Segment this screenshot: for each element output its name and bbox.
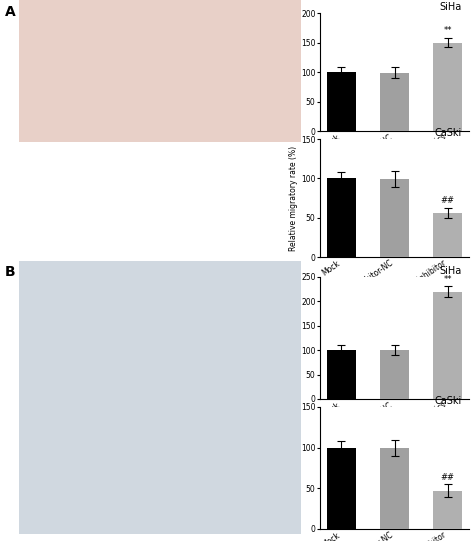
Bar (327, 179, 356, 257)
Bar (327, 447, 356, 529)
Text: ##: ## (441, 473, 455, 482)
Text: SiHa: SiHa (439, 2, 462, 12)
Bar (380, 72, 409, 131)
Text: SiHa: SiHa (439, 266, 462, 276)
Text: **: ** (444, 27, 452, 35)
Bar (433, 43, 463, 131)
Bar (380, 350, 409, 399)
Text: CaSki: CaSki (435, 128, 462, 138)
Text: A: A (5, 5, 16, 19)
Y-axis label: Relative migratory rate (%): Relative migratory rate (%) (289, 146, 298, 250)
Y-axis label: Relative number of invasive cells: Relative number of invasive cells (289, 405, 298, 531)
Y-axis label: Relative number of invasive cells: Relative number of invasive cells (289, 275, 298, 401)
Y-axis label: Relative migratory rate (%): Relative migratory rate (%) (289, 19, 298, 124)
Text: **: ** (444, 275, 452, 285)
Bar (327, 72, 356, 131)
Text: CaSki: CaSki (435, 396, 462, 406)
Bar (327, 350, 356, 399)
Text: B: B (5, 265, 15, 279)
Bar (433, 491, 463, 529)
Bar (433, 213, 463, 257)
Bar (433, 292, 463, 399)
Bar (380, 447, 409, 529)
Bar (380, 179, 409, 257)
Text: ##: ## (441, 196, 455, 205)
